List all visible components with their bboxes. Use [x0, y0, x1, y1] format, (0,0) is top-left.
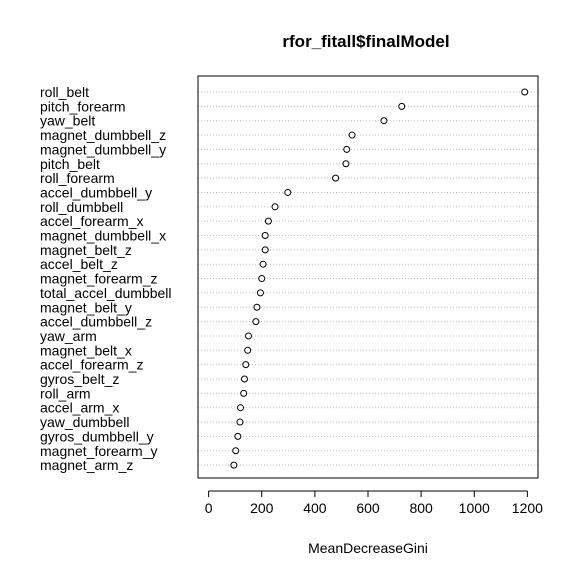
variable-label: magnet_belt_x [40, 342, 132, 358]
variable-label: magnet_belt_z [40, 242, 132, 258]
data-point [284, 188, 292, 196]
x-axis: 0 200 400 600 800 1000 1200 [205, 490, 543, 516]
variable-label: accel_forearm_x [40, 213, 144, 229]
data-point [236, 418, 244, 426]
data-points [230, 88, 529, 469]
variable-label: accel_forearm_z [40, 357, 144, 373]
variable-label: total_accel_dumbbell [40, 285, 172, 301]
variable-label: magnet_forearm_z [40, 271, 158, 287]
data-point [237, 404, 244, 412]
data-point [342, 160, 350, 168]
variable-label: yaw_belt [40, 113, 95, 129]
plot-frame [197, 75, 539, 479]
data-point [244, 346, 252, 354]
variable-label: magnet_belt_y [40, 299, 132, 315]
data-point [232, 447, 240, 455]
data-point [258, 275, 266, 283]
data-point [244, 332, 252, 340]
variable-label: pitch_belt [40, 156, 100, 172]
data-point [380, 117, 388, 125]
variable-label: roll_forearm [40, 170, 115, 186]
data-point [252, 318, 260, 326]
x-tick-label: 1200 [512, 500, 543, 516]
data-point [240, 375, 248, 383]
x-tick-label: 0 [205, 500, 213, 516]
data-point [332, 174, 340, 182]
variable-label: pitch_forearm [40, 98, 126, 114]
data-point [271, 203, 279, 211]
data-point [348, 131, 356, 139]
x-tick-label: 1000 [459, 500, 490, 516]
data-point [261, 232, 269, 239]
x-axis-title: MeanDecreaseGini [308, 540, 428, 556]
variable-label: accel_arm_x [40, 400, 119, 416]
variable-label: yaw_arm [40, 328, 97, 344]
data-point [343, 145, 351, 153]
data-point [240, 389, 248, 397]
data-point [261, 246, 269, 254]
variable-rows: roll_beltpitch_forearmyaw_beltmagnet_dum… [40, 84, 538, 473]
variable-label: accel_dumbbell_z [40, 314, 152, 330]
variable-label: roll_belt [40, 84, 89, 100]
data-point [242, 361, 250, 369]
variable-label: magnet_forearm_y [40, 443, 158, 459]
variable-label: roll_arm [40, 385, 91, 401]
data-point [521, 88, 529, 96]
data-point [264, 217, 272, 225]
variable-label: accel_belt_z [40, 256, 118, 272]
data-point [230, 461, 238, 469]
variable-label: magnet_dumbbell_x [40, 228, 166, 244]
variable-label: magnet_dumbbell_z [40, 127, 166, 143]
variable-label: gyros_belt_z [40, 371, 119, 387]
variable-label: gyros_dumbbell_y [40, 428, 154, 444]
data-point [234, 432, 242, 440]
variable-label: roll_dumbbell [40, 199, 123, 215]
variable-label: magnet_dumbbell_y [40, 141, 166, 157]
variable-label: magnet_arm_z [40, 457, 133, 473]
chart-title: rfor_fitall$finalModel [282, 32, 449, 51]
x-tick-label: 200 [250, 500, 274, 516]
data-point [253, 303, 261, 311]
data-point [256, 289, 264, 297]
data-point [398, 102, 406, 110]
x-tick-label: 600 [356, 500, 380, 516]
data-point [259, 260, 267, 268]
variable-label: accel_dumbbell_y [40, 184, 152, 200]
x-tick-label: 400 [303, 500, 327, 516]
variable-label: yaw_dumbbell [40, 414, 130, 430]
x-tick-label: 800 [409, 500, 433, 516]
